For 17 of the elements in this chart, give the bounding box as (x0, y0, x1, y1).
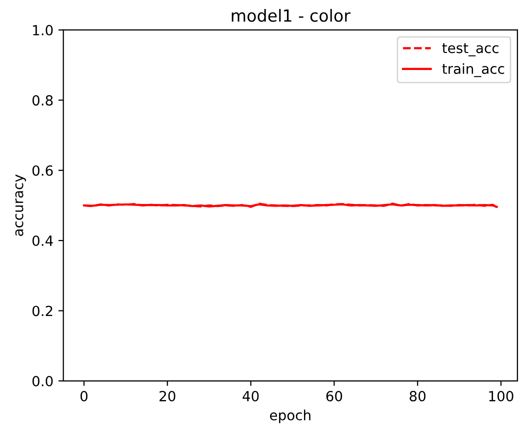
y-tick-label: 0.8 (32, 95, 53, 106)
x-tick-label: 40 (242, 390, 259, 402)
x-tick-label: 0 (80, 390, 88, 402)
legend-label: train_acc (442, 63, 504, 78)
x-tick-label: 60 (326, 390, 342, 402)
y-tick-label: 0.6 (32, 165, 53, 176)
y-tick-label: 0.4 (32, 236, 53, 246)
y-tick-label: 1.0 (33, 24, 53, 36)
x-tick-label: 80 (410, 390, 426, 402)
legend-label: test_acc (442, 43, 498, 56)
chart-title: model1 - color (232, 8, 350, 22)
x-axis-title: epoch (270, 410, 310, 424)
x-tick-label: 20 (160, 390, 176, 402)
y-tick-label: 0.2 (32, 306, 52, 316)
x-tick-label: 100 (489, 390, 514, 402)
y-tick-label: 0.0 (32, 376, 53, 386)
y-axis-title: accuracy (15, 174, 26, 236)
